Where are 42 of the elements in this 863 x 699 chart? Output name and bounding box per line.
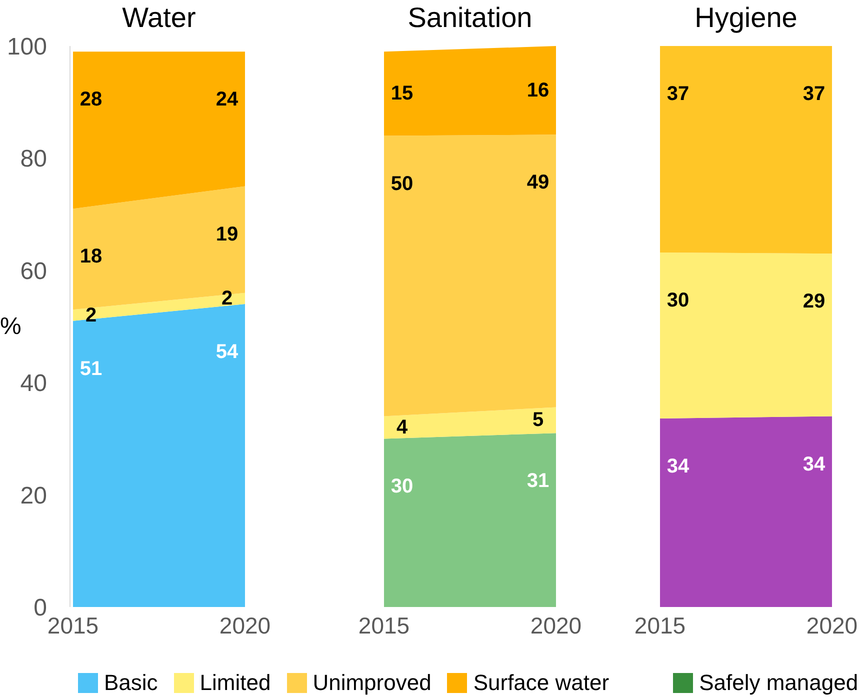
data-label: 34: [666, 456, 690, 478]
x-tick-label: 2015: [47, 612, 99, 638]
legend-label: Unimproved: [312, 670, 432, 696]
legend-label: Safely managed: [699, 670, 858, 696]
data-label: 51: [80, 358, 102, 380]
data-label: 30: [390, 476, 414, 498]
data-label: 2: [221, 287, 233, 310]
data-label: 19: [216, 223, 238, 246]
x-tick-label: 2020: [219, 612, 271, 638]
data-label: 4: [396, 416, 408, 438]
chart-title: Hygiene: [694, 2, 798, 34]
y-tick-label: 60: [20, 258, 47, 285]
data-label: 31: [526, 470, 550, 492]
data-label: 50: [390, 172, 414, 195]
x-tick-label: 2020: [530, 612, 582, 638]
data-label: 18: [80, 246, 102, 268]
data-label: 16: [526, 79, 550, 102]
y-axis-title: %: [0, 312, 22, 340]
y-tick-label: 0: [34, 594, 47, 622]
y-tick-label: 20: [20, 482, 47, 510]
chart-title: Water: [121, 2, 197, 34]
y-tick-label: 80: [20, 146, 47, 173]
data-label: 29: [802, 290, 826, 313]
data-label: 49: [526, 172, 550, 194]
data-label: 24: [216, 88, 239, 111]
x-tick-label: 2015: [634, 612, 686, 638]
x-tick-label: 2015: [358, 612, 410, 638]
data-label: 28: [80, 88, 102, 111]
y-tick-label: 40: [20, 370, 47, 398]
data-label: 15: [390, 82, 414, 105]
legend-label: Limited: [200, 670, 271, 696]
data-label: 34: [802, 453, 826, 476]
data-label: 37: [666, 83, 690, 105]
legend-label: Basic: [104, 670, 158, 696]
legend-label: Surface water: [473, 670, 610, 696]
data-label: 37: [802, 83, 826, 105]
chart-title: Sanitation: [406, 2, 534, 34]
data-label: 54: [216, 341, 239, 364]
data-label: 30: [666, 289, 690, 312]
data-label: 5: [532, 409, 544, 432]
y-tick-label: 100: [6, 34, 47, 61]
x-tick-label: 2020: [806, 612, 858, 638]
